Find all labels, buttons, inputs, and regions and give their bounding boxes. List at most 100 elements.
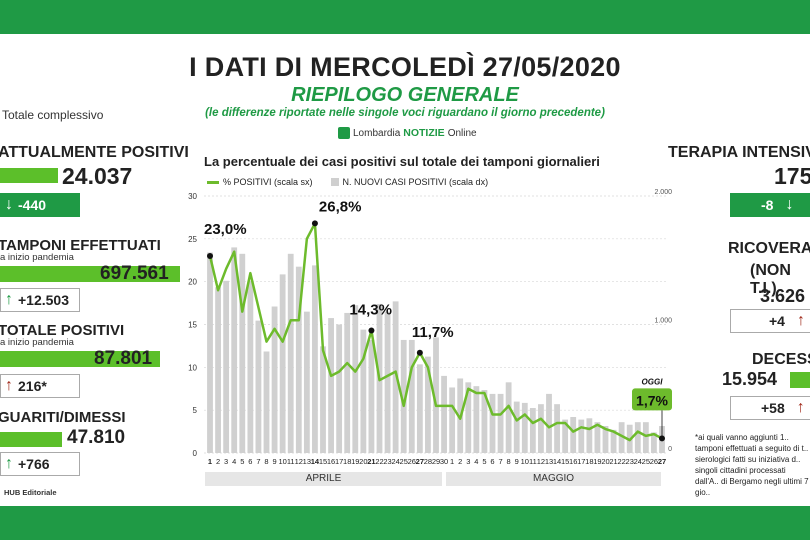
- x-tick-label: 8: [264, 457, 268, 466]
- attualmente-positivi-label: ATTUALMENTE POSITIVI: [0, 144, 189, 161]
- case-bar: [287, 253, 294, 453]
- legend-item-positivi: % POSITIVI (scala sx): [223, 177, 313, 187]
- annotation-label: 14,3%: [349, 301, 392, 318]
- case-bar: [529, 408, 536, 453]
- x-tick-label: 26: [408, 457, 416, 466]
- attualmente-positivi-delta: ↓ -440: [0, 193, 80, 217]
- hub-credit: HUB Editoriale: [4, 488, 57, 497]
- positivi-line: [208, 222, 663, 442]
- case-bar: [610, 429, 617, 453]
- case-bar: [465, 382, 472, 453]
- brand-name: NOTIZIE: [403, 127, 445, 139]
- tamponi-delta-text: +12.503: [18, 292, 69, 308]
- case-bar: [497, 393, 504, 453]
- x-tick-label: 16: [569, 457, 577, 466]
- x-tick-label: 8: [507, 457, 511, 466]
- annotation-dot: [659, 435, 665, 442]
- case-bar: [489, 393, 496, 453]
- attualmente-positivi-bar: [0, 168, 58, 183]
- chart-title: La percentuale dei casi positivi sul tot…: [204, 154, 600, 169]
- ricoverati-label: RICOVERATI: [728, 240, 810, 257]
- arrow-down-icon: ↓: [5, 196, 13, 213]
- decessi-bar: [790, 372, 810, 388]
- y-left-tick: 5: [193, 406, 198, 415]
- annotation-label: 1,7%: [636, 392, 668, 408]
- guariti-delta: ↑ +766: [0, 452, 80, 476]
- totale-positivi-delta-text: 216*: [18, 378, 47, 394]
- legend-item-casi: N. NUOVI CASI POSITIVI (scala dx): [342, 177, 489, 187]
- case-bar: [279, 274, 286, 453]
- x-tick-label: 22: [375, 457, 383, 466]
- case-bar: [392, 301, 399, 453]
- terapia-delta-text: -8: [761, 197, 774, 213]
- x-tick-label: 23: [626, 457, 634, 466]
- case-bar: [352, 305, 359, 453]
- x-tick-label: 14: [553, 457, 561, 466]
- page-note: (le differenze riportate nelle singole v…: [205, 107, 605, 119]
- case-bar: [239, 253, 246, 453]
- x-tick-label: 19: [593, 457, 601, 466]
- case-bar: [344, 312, 351, 453]
- x-tick-label: 22: [617, 457, 625, 466]
- y-left-tick: 0: [193, 449, 198, 458]
- x-tick-label: 11: [287, 457, 295, 466]
- x-tick-label: 20: [359, 457, 367, 466]
- x-tick-label: 29: [432, 457, 440, 466]
- annotation-label: 11,7%: [412, 324, 454, 341]
- tamponi-sub: a inizio pandemia: [0, 252, 74, 263]
- x-tick-label: 9: [272, 457, 276, 466]
- x-tick-label: 20: [601, 457, 609, 466]
- tamponi-label: TAMPONI EFFETTUATI: [0, 237, 161, 254]
- annotation-dot: [311, 220, 318, 227]
- annotation-dot: [368, 327, 375, 334]
- x-tick-label: 9: [515, 457, 519, 466]
- chart-legend: % POSITIVI (scala sx) N. NUOVI CASI POSI…: [207, 177, 488, 187]
- brand-logo: Lombardia NOTIZIE Online: [338, 127, 477, 139]
- case-bar: [546, 393, 552, 453]
- guariti-label: GUARITI/DIMESSI: [0, 409, 126, 426]
- case-bar: [562, 419, 569, 453]
- x-tick-label: 10: [521, 457, 529, 466]
- tamponi-value: 697.561: [100, 263, 169, 284]
- case-bar: [618, 422, 625, 453]
- case-bar: [651, 432, 657, 453]
- x-tick-label: 14: [311, 457, 320, 466]
- terapia-label: TERAPIA INTENSIVA: [668, 144, 810, 161]
- totale-positivi-bar: [0, 351, 160, 367]
- x-tick-label: 10: [278, 457, 286, 466]
- x-tick-label: 21: [609, 457, 617, 466]
- month-label-april: APRILE: [205, 472, 442, 486]
- case-bar: [320, 346, 326, 453]
- attualmente-positivi-delta-text: -440: [18, 197, 47, 213]
- x-tick-label: 6: [490, 457, 494, 466]
- case-bar: [231, 247, 238, 453]
- case-bar: [400, 339, 407, 453]
- legend-line-swatch: [207, 180, 219, 184]
- x-tick-label: 30: [440, 457, 448, 466]
- x-tick-label: 27: [658, 457, 666, 466]
- x-tick-label: 17: [335, 457, 343, 466]
- x-tick-label: 1: [208, 457, 212, 466]
- y-right-tick: 2.000: [654, 189, 672, 196]
- attualmente-positivi-value: 24.037: [62, 163, 133, 189]
- x-tick-label: 19: [351, 457, 359, 466]
- case-bar: [207, 252, 213, 453]
- arrow-up-icon: ↑: [796, 312, 805, 329]
- totale-positivi-label: TOTALE POSITIVI: [0, 322, 125, 339]
- x-tick-label: 23: [383, 457, 391, 466]
- case-bar: [416, 364, 423, 453]
- x-tick-label: 17: [577, 457, 585, 466]
- case-bar: [578, 419, 585, 453]
- decessi-delta-text: +58: [761, 400, 785, 416]
- today-label: OGGI: [642, 377, 664, 386]
- decessi-label: DECESSI: [752, 351, 810, 368]
- brand-suffix: Online: [447, 127, 477, 139]
- terapia-delta: -8 ↓: [730, 193, 810, 217]
- arrow-up-icon: ↑: [5, 291, 13, 308]
- case-bar: [554, 404, 560, 453]
- x-tick-label: 18: [343, 457, 351, 466]
- case-bar: [602, 426, 609, 453]
- case-bar: [505, 382, 512, 453]
- case-bar: [255, 320, 262, 453]
